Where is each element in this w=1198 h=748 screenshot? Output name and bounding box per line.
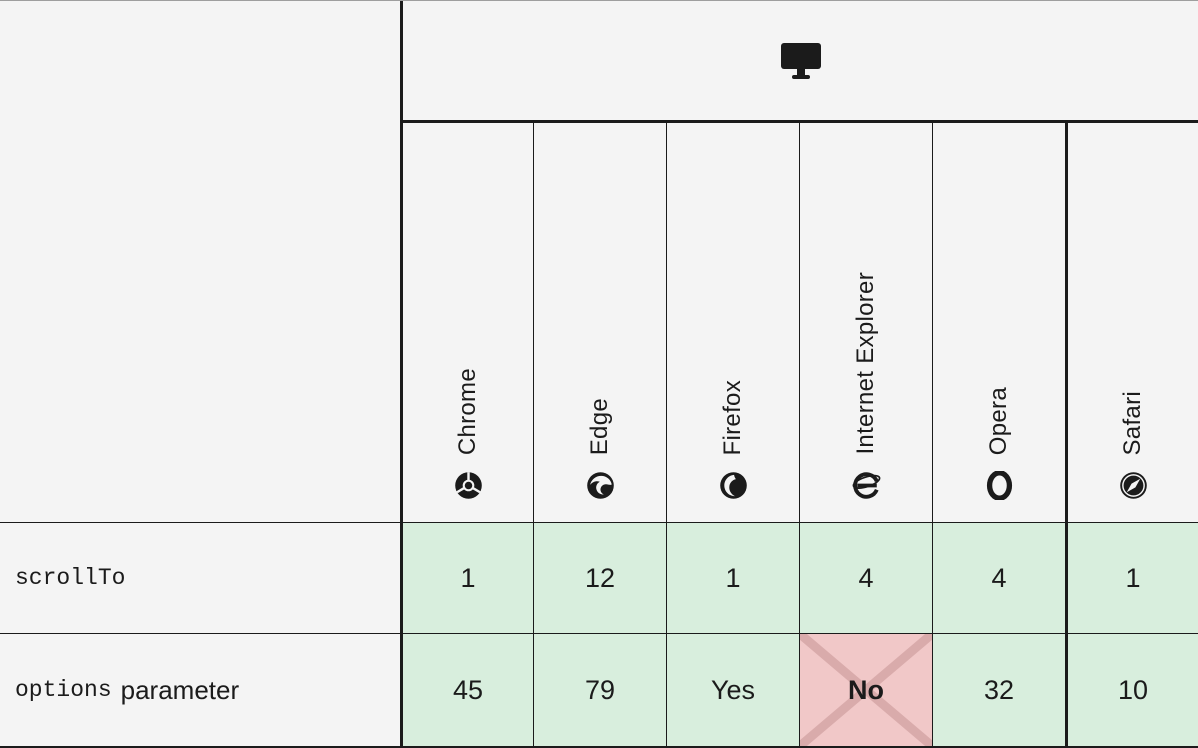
edge-icon (586, 471, 615, 500)
support-value: 45 (452, 674, 484, 705)
support-cell-scrollto-opera[interactable]: 4 (932, 522, 1065, 633)
browser-label: Chrome (454, 367, 481, 455)
support-cell-options-firefox[interactable]: Yes (666, 633, 799, 746)
support-cell-scrollto-firefox[interactable]: 1 (666, 522, 799, 633)
support-value: 4 (991, 562, 1007, 593)
opera-icon (985, 471, 1014, 500)
support-cell-scrollto-internet-explorer[interactable]: 4 (799, 522, 932, 633)
browser-header-edge: Edge (533, 123, 666, 522)
feature-scrollto: scrollTo (0, 522, 400, 633)
feature-options-parameter: options parameter (0, 633, 400, 746)
no-support-cross-icon (800, 634, 932, 746)
support-cell-options-internet-explorer[interactable]: No (799, 633, 932, 746)
support-value: 1 (725, 562, 741, 593)
support-value: 10 (1117, 674, 1149, 705)
feature-text: parameter (120, 674, 240, 705)
firefox-icon (719, 471, 748, 500)
browser-header-opera: Opera (932, 123, 1065, 522)
support-value: 1 (460, 562, 476, 593)
feature-code: options (15, 677, 112, 703)
browser-header-firefox: Firefox (666, 123, 799, 522)
desktop-icon (779, 41, 823, 81)
support-value: 4 (858, 562, 874, 593)
support-value: No (848, 674, 884, 705)
support-cell-scrollto-safari[interactable]: 1 (1065, 522, 1198, 633)
browser-label: Safari (1119, 390, 1146, 456)
support-value: 1 (1125, 562, 1141, 593)
chrome-icon (454, 471, 483, 500)
browser-header-safari: Safari (1065, 123, 1198, 522)
row-header-spacer (0, 123, 400, 522)
browser-label: Edge (586, 397, 613, 455)
feature-code: scrollTo (15, 565, 126, 591)
browser-label: Internet Explorer (852, 272, 879, 455)
safari-icon (1119, 471, 1148, 500)
browser-label: Firefox (719, 379, 746, 455)
internet-explorer-icon (852, 471, 881, 500)
browser-header-internet-explorer: Internet Explorer (799, 123, 932, 522)
support-cell-scrollto-chrome[interactable]: 1 (400, 522, 533, 633)
support-cell-options-opera[interactable]: 32 (932, 633, 1065, 746)
desktop-platform-header (400, 1, 1198, 123)
support-value: 12 (584, 562, 616, 593)
corner-spacer (0, 1, 400, 123)
support-cell-scrollto-edge[interactable]: 12 (533, 522, 666, 633)
support-cell-options-chrome[interactable]: 45 (400, 633, 533, 746)
support-value: Yes (710, 674, 756, 705)
browser-header-chrome: Chrome (400, 123, 533, 522)
support-value: 32 (983, 674, 1015, 705)
support-cell-options-safari[interactable]: 10 (1065, 633, 1198, 746)
support-cell-options-edge[interactable]: 79 (533, 633, 666, 746)
support-value: 79 (584, 674, 616, 705)
browser-label: Opera (985, 386, 1012, 455)
